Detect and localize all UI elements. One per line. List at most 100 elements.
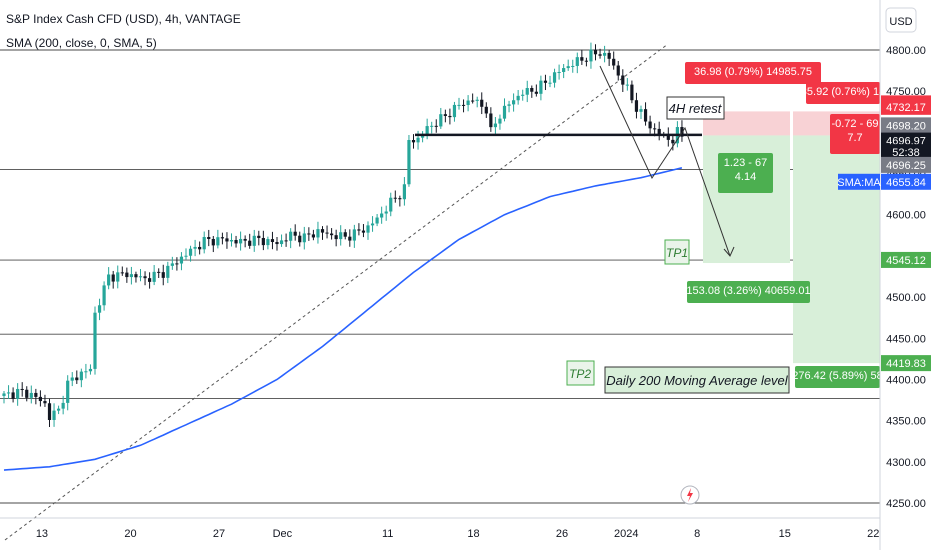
time-tick-label: 18 [467,528,479,540]
tp1-target-callout-bg [687,281,810,303]
candle-body [148,278,152,282]
candle-body [143,276,147,279]
sma-tag-bg [838,173,880,190]
retest-label-box [666,96,725,120]
rr-callout-tp1-text: 4.14 [735,171,756,183]
candle-body [184,255,188,257]
candle-body [534,91,538,94]
candle-body [102,285,106,306]
dashed-trendline [4,43,669,541]
rr-callout-mid: -0.72 - 69 7.7 [830,114,880,154]
candle-body [52,410,56,420]
time-tick-label: Dec [273,528,293,540]
candle-body [566,66,570,69]
candle-body [225,238,229,242]
tp1-label: TP1 [666,246,688,260]
ma-note-label: Daily 200 Moving Average level [606,373,788,388]
candle-body [525,87,529,95]
candle-body [34,392,38,397]
candle-body [188,248,193,256]
candle-body [653,128,657,130]
rr-callout-mid-text: -0.72 - 69 [831,118,878,130]
price-tick-label: 4750.00 [886,86,926,98]
candle-body [325,232,329,234]
time-axis[interactable]: 13 20 27 Dec 11 18 26 2024 8 15 22 [0,485,880,540]
candle-body [97,305,102,313]
sl-callout-1-text: 36.98 (0.79%) 14985.75 [694,66,812,78]
candle-body [439,114,443,127]
candle-body [557,71,561,73]
candle-body [348,236,352,241]
candle-body [502,105,507,119]
candle-body [357,229,361,231]
tp2-box [566,360,595,386]
candle-body [493,123,497,128]
candle-body [116,272,120,282]
candle-body [398,198,402,200]
candle-body [248,240,252,246]
sl-callout-2: 35.92 (0.76%) 14 [801,82,885,104]
sl-callout-2-text: 35.92 (0.76%) 14 [801,86,885,98]
candle-body [75,377,79,381]
candle-body [93,312,97,369]
candle-body [120,272,124,274]
candle-body [612,58,616,66]
drawings-layer: 4H retest TP1 TP2 Daily 200 Moving Average … [415,62,885,394]
candle-body [134,274,138,278]
candle-body [457,104,461,106]
candle-body [571,65,575,67]
time-tick-label: 26 [556,528,568,540]
candle-body [307,233,311,235]
candle-body [484,106,488,114]
candle-body [343,232,347,237]
candle-body [657,128,661,135]
candle-body [425,126,429,135]
candle-body [421,134,425,138]
price-tag-label: 52:38 [892,147,920,159]
candle-body [443,114,447,116]
lightning-icon-glyph [687,488,693,502]
tp1-target-callout: 153.08 (3.26%) 40659.01 [686,281,811,303]
candle-body [630,84,634,101]
candle-body [516,95,520,101]
time-tick-label: 8 [694,528,700,540]
candle-body [580,57,584,61]
candle-body [448,115,452,118]
candle-body [16,388,20,399]
candle-body [57,408,61,411]
candle-body [480,99,484,107]
candle-body [607,52,611,59]
candle-body [498,118,502,124]
candle-body [521,94,525,96]
candle-body [393,197,397,199]
candle-body [375,217,379,224]
candle-body [380,213,384,218]
price-axis[interactable]: 4250.00 4300.00 4350.00 4400.00 4450.00 4500.… [879,0,932,550]
candle-body [38,396,42,402]
candle-body [243,238,247,241]
indicator-legend[interactable]: SMA (200, close, 0, SMA, 5) [6,36,157,50]
price-tag-bg [881,173,931,190]
candle-body [29,392,33,398]
candle-body [334,235,338,240]
price-tag-label: 4419.83 [886,358,926,370]
candle-body [166,265,170,278]
candle-body [284,240,288,242]
tp2-target-callout: 276.42 (5.89%) 58 [792,366,883,388]
take-profit-zone-2 [793,135,880,364]
candle-body [562,68,566,72]
candle-body [216,237,220,246]
price-tick-label: 4800.00 [886,45,926,57]
candle-body [211,238,215,246]
candle-body [402,184,406,200]
tp2-label: TP2 [569,367,591,381]
candle-body [6,392,11,394]
candle-body [266,239,270,246]
candle-body [598,54,602,56]
candle-body [157,271,161,273]
candle-body [88,368,93,372]
candle-body [161,272,165,278]
candle-body [552,72,557,83]
price-tag-label: 4698.20 [886,120,926,132]
